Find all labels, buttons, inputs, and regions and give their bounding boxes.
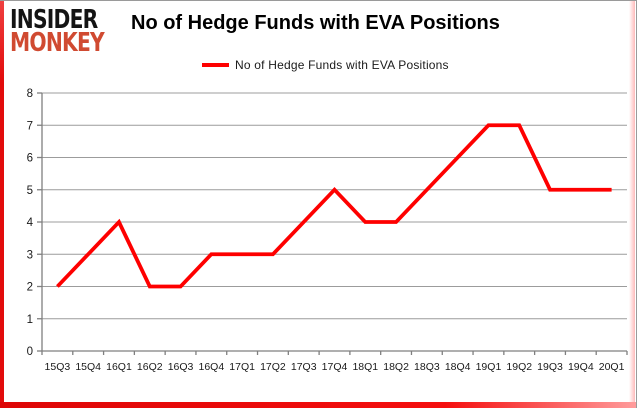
svg-text:5: 5 — [27, 185, 33, 197]
series-line — [56, 123, 612, 289]
svg-text:17Q4: 17Q4 — [322, 361, 348, 373]
svg-text:8: 8 — [27, 88, 33, 100]
frame-left-border — [0, 1, 4, 408]
svg-text:6: 6 — [27, 153, 33, 165]
svg-text:17Q3: 17Q3 — [291, 361, 317, 373]
logo-line-insider: INSIDER — [10, 5, 98, 35]
svg-text:16Q4: 16Q4 — [198, 361, 224, 373]
svg-text:17Q2: 17Q2 — [260, 361, 286, 373]
y-axis-labels: 0 1 2 3 4 5 6 7 8 — [27, 88, 34, 358]
svg-text:15Q3: 15Q3 — [45, 361, 71, 373]
svg-text:18Q1: 18Q1 — [352, 361, 378, 373]
svg-text:16Q2: 16Q2 — [137, 361, 163, 373]
svg-text:15Q4: 15Q4 — [75, 361, 101, 373]
svg-text:16Q1: 16Q1 — [106, 361, 132, 373]
frame-right-glow — [629, 1, 635, 408]
svg-text:18Q3: 18Q3 — [414, 361, 440, 373]
svg-text:18Q4: 18Q4 — [445, 361, 471, 373]
svg-text:1: 1 — [27, 314, 33, 326]
insider-monkey-logo: INSIDER MONKEY — [10, 5, 105, 59]
svg-text:7: 7 — [27, 120, 33, 132]
frame-bottom-border — [0, 402, 636, 408]
svg-text:19Q1: 19Q1 — [476, 361, 502, 373]
legend-label: No of Hedge Funds with EVA Positions — [235, 58, 449, 72]
svg-text:17Q1: 17Q1 — [229, 361, 255, 373]
chart-title: No of Hedge Funds with EVA Positions — [131, 12, 500, 34]
svg-text:19Q3: 19Q3 — [537, 361, 563, 373]
svg-text:19Q2: 19Q2 — [506, 361, 532, 373]
svg-text:2: 2 — [27, 282, 33, 294]
legend-line-swatch — [202, 63, 229, 67]
svg-text:3: 3 — [27, 249, 33, 261]
x-axis-labels: 15Q3 15Q4 16Q1 16Q2 16Q3 16Q4 17Q1 17Q2 17Q3 17Q4… — [45, 361, 625, 373]
svg-text:20Q1: 20Q1 — [599, 361, 625, 373]
y-gridlines — [42, 92, 627, 320]
svg-text:18Q2: 18Q2 — [383, 361, 409, 373]
svg-text:19Q4: 19Q4 — [568, 361, 594, 373]
svg-text:4: 4 — [27, 217, 34, 229]
svg-text:16Q3: 16Q3 — [168, 361, 194, 373]
axes — [37, 92, 628, 355]
svg-text:0: 0 — [27, 346, 33, 358]
logo-line-monkey: MONKEY — [10, 28, 105, 59]
legend: No of Hedge Funds with EVA Positions — [202, 58, 449, 72]
